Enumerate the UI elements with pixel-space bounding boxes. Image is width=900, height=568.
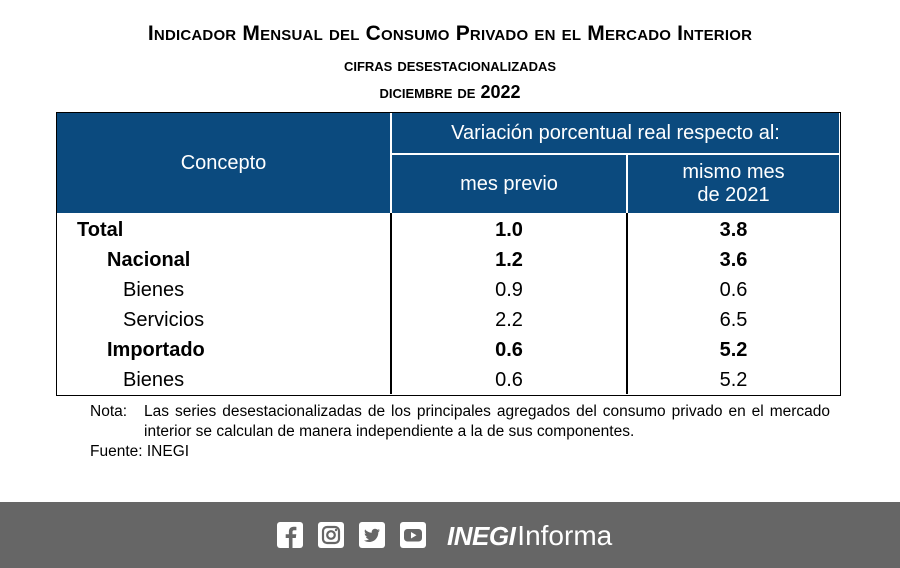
data-table: Concepto Variación porcentual real respe…	[56, 112, 841, 396]
row-concept: Servicios	[123, 309, 205, 331]
row-same-month-value: 6.5	[719, 309, 748, 331]
inegi-informa-logo: INEGI Informa	[447, 516, 612, 556]
column-divider	[626, 213, 628, 394]
table-row: Total 1.0 3.8	[57, 216, 839, 246]
twitter-icon[interactable]	[359, 522, 385, 548]
notes-section: Nota: Las series desestacionalizadas de …	[90, 402, 830, 462]
row-previous-month-value: 1.0	[495, 219, 523, 241]
page-title: Indicador Mensual del Consumo Privado en…	[147, 22, 753, 45]
table-row: Servicios 2.2 6.5	[57, 306, 839, 336]
row-concept: Total	[77, 219, 124, 241]
row-same-month-value: 3.8	[719, 219, 748, 241]
row-previous-month-value: 0.6	[495, 339, 523, 361]
table-row: Importado 0.6 5.2	[57, 336, 839, 366]
page-period: diciembre de 2022	[379, 82, 521, 102]
row-previous-month-value: 0.9	[495, 279, 523, 301]
page-subtitle: cifras desestacionalizadas	[343, 55, 557, 75]
instagram-icon[interactable]	[318, 522, 344, 548]
table-row: Nacional 1.2 3.6	[57, 246, 839, 276]
row-previous-month-value: 2.2	[495, 309, 523, 331]
row-previous-month-value: 0.6	[495, 369, 523, 391]
footer-bar: INEGI Informa	[0, 502, 900, 568]
row-concept: Bienes	[123, 279, 185, 301]
brand-light: Informa	[517, 520, 613, 551]
row-concept: Bienes	[123, 369, 185, 391]
source-text: Fuente: INEGI	[90, 443, 190, 460]
row-concept: Nacional	[107, 249, 191, 271]
header-same-month: mismo mes de 2021	[628, 155, 839, 213]
note-text: Las series desestacionalizadas de los pr…	[144, 403, 830, 440]
row-previous-month-value: 1.2	[495, 249, 523, 271]
header-previous-month: mes previo	[392, 155, 626, 213]
header-same-month-line2: de 2021	[697, 184, 770, 206]
facebook-icon[interactable]	[277, 522, 303, 548]
row-same-month-value: 3.6	[719, 249, 748, 271]
row-same-month-value: 5.2	[719, 369, 748, 391]
header-same-month-line1: mismo mes	[682, 161, 785, 183]
header-concept: Concepto	[57, 113, 390, 213]
table-row: Bienes 0.9 0.6	[57, 276, 839, 306]
header-variation: Variación porcentual real respecto al:	[392, 113, 839, 153]
column-divider	[390, 213, 392, 394]
table-row: Bienes 0.6 5.2	[57, 366, 839, 396]
youtube-icon[interactable]	[400, 522, 426, 548]
brand-bold: INEGI	[447, 520, 516, 551]
note-label: Nota:	[90, 403, 128, 420]
row-same-month-value: 5.2	[719, 339, 748, 361]
row-same-month-value: 0.6	[719, 279, 748, 301]
row-concept: Importado	[107, 339, 205, 361]
